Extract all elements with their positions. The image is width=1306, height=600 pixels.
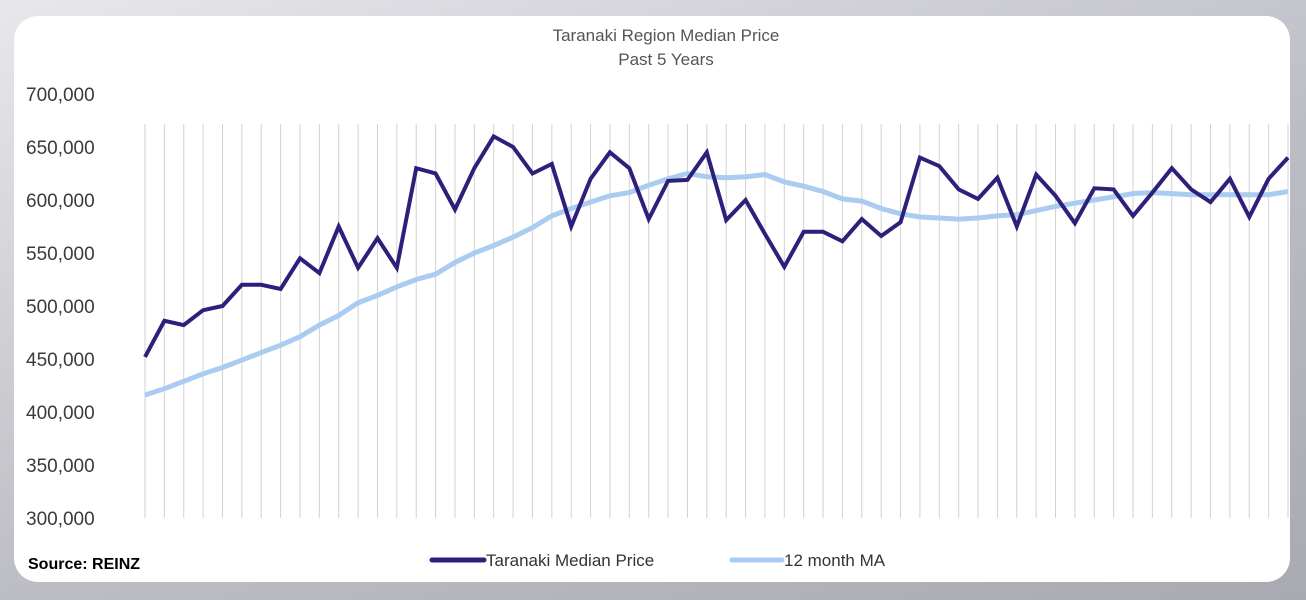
legend-label-median: Taranaki Median Price	[486, 551, 654, 570]
source-label: Source: REINZ	[28, 556, 140, 573]
vertical-gridlines	[144, 124, 1289, 518]
legend-label-ma: 12 month MA	[784, 551, 886, 570]
chart-svg: Taranaki Region Median Price Past 5 Year…	[26, 26, 1290, 573]
chart-legend: Taranaki Median Price 12 month MA	[429, 551, 886, 570]
y-axis-ticks: 300,000 350,000 400,000 450,000 500,000 550,0…	[26, 85, 95, 530]
y-tick-label: 300,000	[26, 509, 95, 530]
y-tick-label: 450,000	[26, 350, 95, 371]
y-tick-label: 600,000	[26, 191, 95, 212]
y-tick-label: 550,000	[26, 244, 95, 265]
series-line-median-price	[143, 133, 1290, 358]
y-tick-label: 700,000	[26, 85, 95, 106]
y-tick-label: 400,000	[26, 403, 95, 424]
chart-subtitle: Past 5 Years	[618, 50, 713, 69]
y-tick-label: 500,000	[26, 297, 95, 318]
series-line-12-month-ma	[144, 170, 1289, 398]
series-lines	[143, 133, 1290, 398]
chart-card: Taranaki Region Median Price Past 5 Year…	[14, 16, 1290, 582]
chart-title: Taranaki Region Median Price	[553, 26, 780, 45]
y-tick-label: 350,000	[26, 456, 95, 477]
y-tick-label: 650,000	[26, 138, 95, 159]
